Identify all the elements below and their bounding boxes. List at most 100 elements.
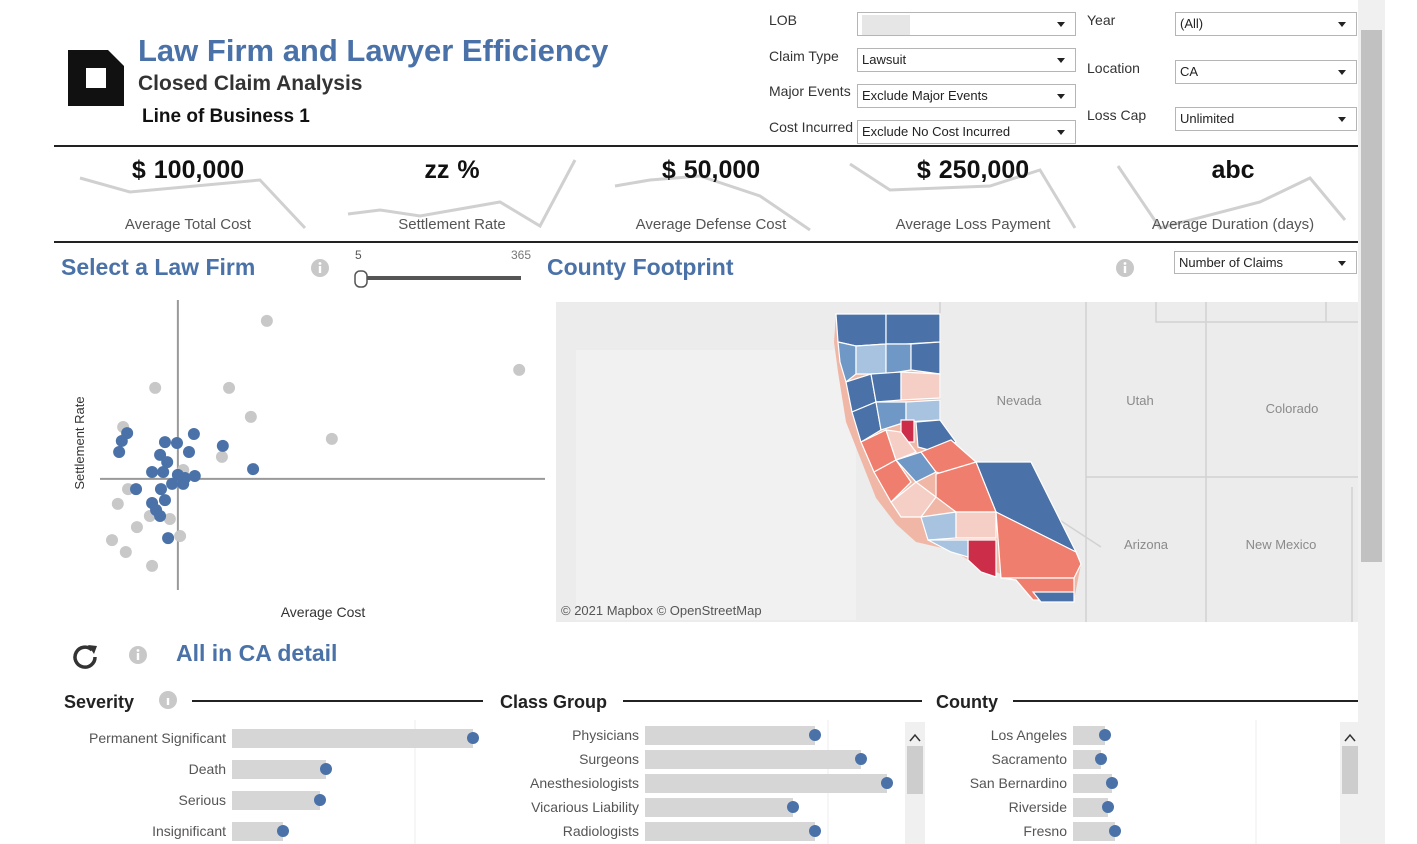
scatter-point <box>121 427 134 440</box>
bar <box>232 791 320 810</box>
category-label: Anesthesiologists <box>530 775 639 791</box>
scatter-point <box>158 494 171 507</box>
slider-min: 5 <box>355 248 362 262</box>
filter-label: LOB <box>769 12 798 28</box>
scatter-point <box>215 450 228 463</box>
scatter-point <box>106 534 119 547</box>
scatter-point <box>119 546 132 559</box>
loss-cap-dropdown[interactable]: Unlimited <box>1175 107 1357 131</box>
filter-label: Major Events <box>769 83 851 99</box>
kpi-label: Average Loss Payment <box>895 216 1051 233</box>
scatter-point <box>146 559 159 572</box>
kpi-band <box>54 145 1358 243</box>
bar-dot <box>855 753 867 765</box>
bar <box>645 798 793 817</box>
major-events-dropdown[interactable]: Exclude Major Events <box>857 84 1076 108</box>
scatter-point <box>113 445 126 458</box>
refresh-icon[interactable] <box>72 642 100 670</box>
bar-dot <box>787 801 799 813</box>
category-label: Surgeons <box>579 751 639 767</box>
category-label: San Bernardino <box>970 775 1068 791</box>
category-label: Death <box>189 761 226 777</box>
scrollbar[interactable] <box>1358 0 1385 844</box>
state-label: Colorado <box>1266 401 1319 416</box>
location-dropdown[interactable]: CA <box>1175 60 1357 84</box>
panel-scroll-thumb <box>1342 746 1358 794</box>
bar-dot <box>809 825 821 837</box>
kpi-value: $250,000 <box>853 156 1093 185</box>
bar <box>645 822 815 841</box>
info-icon[interactable] <box>310 258 330 278</box>
bar <box>1073 750 1101 769</box>
lob-dropdown[interactable] <box>857 12 1076 36</box>
scatter-point <box>187 427 200 440</box>
scrollbar-thumb[interactable] <box>1361 30 1382 562</box>
scatter-point <box>111 497 124 510</box>
scatter-point <box>178 472 191 485</box>
scatter-point <box>513 363 526 376</box>
scatter-point <box>146 465 159 478</box>
category-label: Physicians <box>572 727 639 743</box>
kpi-number: abc <box>1211 156 1255 184</box>
scatter-point <box>158 436 171 449</box>
state-label: Arizona <box>1124 537 1169 552</box>
scroll-arrow <box>1344 733 1356 742</box>
line-of-business: Line of Business 1 <box>142 106 310 127</box>
bar-dot <box>1109 825 1121 837</box>
claim-type-dropdown[interactable]: Lawsuit <box>857 48 1076 72</box>
slider[interactable]: 5 365 <box>340 245 540 295</box>
category-label: Vicarious Liability <box>531 799 639 815</box>
kpi-prefix: $ <box>661 156 676 184</box>
bar <box>1073 726 1105 745</box>
state-label: New Mexico <box>1246 537 1317 552</box>
info-icon[interactable] <box>128 645 148 665</box>
subtitle: Closed Claim Analysis <box>138 72 363 95</box>
scatter-point <box>162 532 175 545</box>
bar-dot <box>809 729 821 741</box>
panel-title: County <box>936 692 998 712</box>
scatter-point <box>130 483 143 496</box>
kpi-number: 100,000 <box>153 156 245 184</box>
bar <box>1073 798 1108 817</box>
scatter-point <box>163 512 176 525</box>
bar-dot <box>314 794 326 806</box>
bar-dot <box>1095 753 1107 765</box>
scatter-point <box>244 410 257 423</box>
y-axis-label: Settlement Rate <box>72 396 87 489</box>
scatter-point <box>247 463 260 476</box>
info-icon[interactable] <box>1115 258 1135 278</box>
scatter-point <box>260 314 273 327</box>
bar-dot <box>277 825 289 837</box>
panel-scroll-thumb <box>907 746 923 794</box>
cost-incurred-dropdown[interactable]: Exclude No Cost Incurred <box>857 120 1076 144</box>
bar-dot <box>467 732 479 744</box>
kpi-value: $50,000 <box>591 156 831 185</box>
bar <box>1073 774 1112 793</box>
section-title: Select a Law Firm <box>61 254 256 280</box>
scatter-point <box>216 439 229 452</box>
category-label: Sacramento <box>992 751 1068 767</box>
measure-dropdown[interactable]: Number of Claims <box>1174 251 1357 274</box>
filter-label: Claim Type <box>769 48 839 64</box>
panel-title: Class Group <box>500 692 607 712</box>
panel-title: Severity <box>64 692 134 712</box>
category-label: Riverside <box>1009 799 1068 815</box>
scatter-point <box>130 521 143 534</box>
year-dropdown[interactable]: (All) <box>1175 12 1357 36</box>
scatter-point <box>161 456 174 469</box>
kpi-label: Settlement Rate <box>398 216 506 233</box>
map-attribution: © 2021 Mapbox © OpenStreetMap <box>561 603 762 618</box>
scatter-point <box>166 477 179 490</box>
bar <box>645 726 815 745</box>
bar <box>232 822 283 841</box>
kpi-prefix: $ <box>916 156 931 184</box>
category-label: Permanent Significant <box>89 730 226 746</box>
kpi-value: zz% <box>332 156 572 185</box>
kpi-value: $100,000 <box>68 156 308 185</box>
scatter-point <box>188 470 201 483</box>
filter-label: Location <box>1087 60 1140 76</box>
kpi-label: Average Duration (days) <box>1151 216 1315 233</box>
scroll-arrow <box>909 733 921 742</box>
scatter-point <box>183 445 195 458</box>
scatter-point <box>154 510 167 523</box>
